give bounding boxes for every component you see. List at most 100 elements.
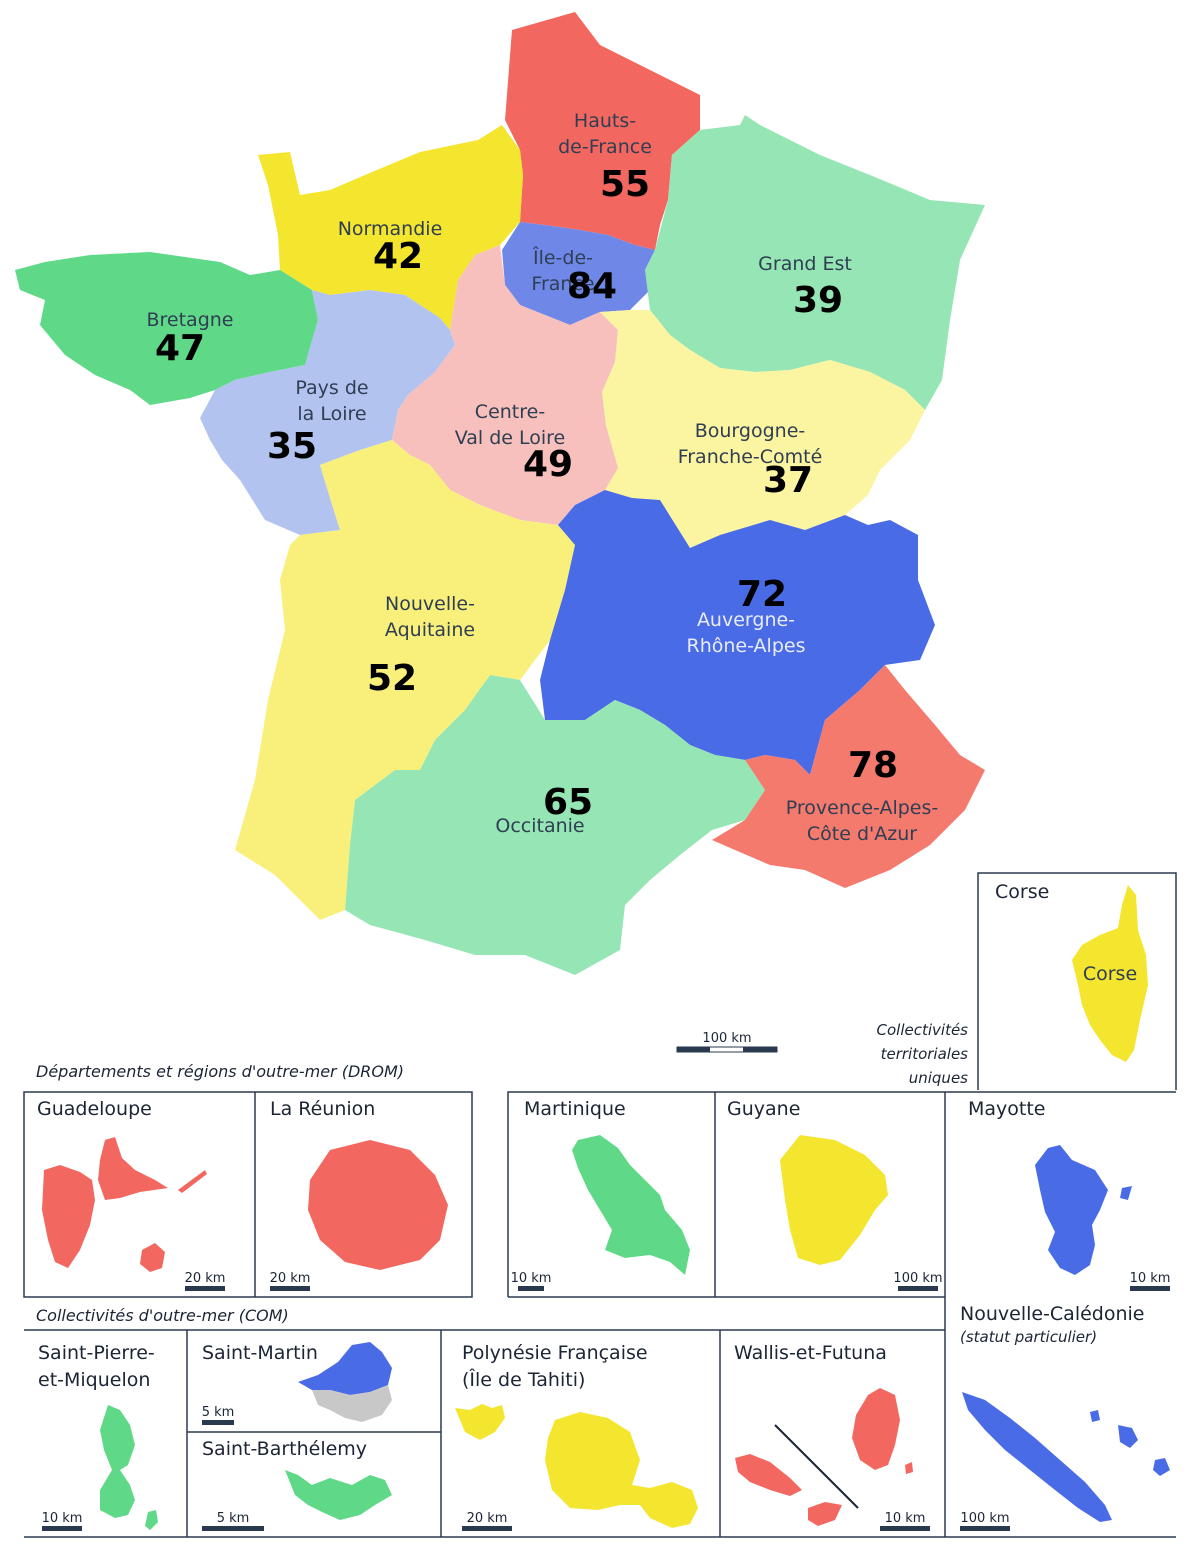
corse-island[interactable] xyxy=(1072,885,1148,1062)
region-pays-de-la-loire[interactable] xyxy=(200,290,455,535)
com-section-title: Collectivités d'outre-mer (COM) xyxy=(36,1306,289,1325)
saint-martin-french-part[interactable] xyxy=(298,1342,392,1395)
region-value-auvergne-rhone-alpes: 72 xyxy=(737,574,787,615)
corse-panel-title: Corse xyxy=(995,881,1049,903)
region-occitanie[interactable] xyxy=(345,675,765,975)
spm-scale: 10 km xyxy=(42,1511,83,1526)
region-name-hauts-de-france-line-1: Hauts- xyxy=(574,110,636,132)
martinique-island[interactable] xyxy=(572,1135,690,1275)
nouvelle-caledonie-title: Nouvelle-Calédonie xyxy=(960,1303,1145,1325)
region-name-provence-alpes-cote-d-azur-line-2: Côte d'Azur xyxy=(807,823,917,845)
polynesie-island-moorea[interactable] xyxy=(455,1404,505,1440)
nouvelle-caledonie-subtitle: (statut particulier) xyxy=(960,1328,1097,1346)
drom-section-title: Départements et régions d'outre-mer (DRO… xyxy=(36,1062,404,1081)
saint-barthelemy-panel: Saint-Barthélemy 5 km xyxy=(202,1438,392,1531)
wallis-title: Wallis-et-Futuna xyxy=(734,1342,887,1364)
saint-martin-dutch-part xyxy=(312,1385,392,1422)
saint-martin-title: Saint-Martin xyxy=(202,1342,318,1364)
region-name-occitanie: Occitanie xyxy=(495,815,584,837)
martinique-scale: 10 km xyxy=(511,1271,552,1286)
guyane-island[interactable] xyxy=(780,1135,888,1265)
nouvelle-caledonie-panel: Nouvelle-Calédonie (statut particulier) … xyxy=(960,1303,1170,1531)
polynesie-title-line-1: Polynésie Française xyxy=(462,1342,648,1364)
region-value-occitanie: 65 xyxy=(543,782,593,823)
la-reunion-panel: La Réunion 20 km xyxy=(270,1098,448,1291)
region-bourgogne-franche-comte[interactable] xyxy=(600,310,925,548)
region-ile-de-france[interactable] xyxy=(502,222,655,325)
saint-pierre-et-miquelon-island[interactable] xyxy=(100,1405,158,1530)
corse-panel: Corse Corse xyxy=(977,872,1177,1090)
polynesie-island-tahiti[interactable] xyxy=(545,1412,698,1528)
region-name-hauts-de-france-line-2: de-France xyxy=(558,136,652,158)
region-name-provence-alpes-cote-d-azur-line-1: Provence-Alpes- xyxy=(786,797,938,819)
mayotte-panel: Mayotte 10 km xyxy=(968,1098,1170,1291)
region-value-grand-est: 39 xyxy=(793,280,843,321)
guadeloupe-scale: 20 km xyxy=(185,1271,226,1286)
guadeloupe-panel: Guadeloupe 20 km xyxy=(37,1098,225,1291)
region-name-pays-de-la-loire-line-1: Pays de xyxy=(295,377,368,399)
region-value-hauts-de-france: 55 xyxy=(600,164,650,205)
saint-barthelemy-title: Saint-Barthélemy xyxy=(202,1438,367,1460)
region-auvergne-rhone-alpes[interactable] xyxy=(540,490,935,775)
la-reunion-scale: 20 km xyxy=(270,1271,311,1286)
la-reunion-title: La Réunion xyxy=(270,1098,375,1120)
region-name-auvergne-rhone-alpes-line-1: Auvergne- xyxy=(697,609,795,631)
saint-barthelemy-scale: 5 km xyxy=(217,1511,250,1526)
saint-pierre-et-miquelon-panel: Saint-Pierre- et-Miquelon 10 km xyxy=(38,1342,158,1531)
ctu-label-line-1: Collectivités xyxy=(877,1021,969,1039)
mayotte-island[interactable] xyxy=(1035,1145,1132,1275)
region-bretagne[interactable] xyxy=(15,252,318,405)
ctu-label-line-3: uniques xyxy=(909,1069,968,1087)
polynesie-scale: 20 km xyxy=(467,1511,508,1526)
la-reunion-island[interactable] xyxy=(308,1140,448,1270)
region-value-pays-de-la-loire: 35 xyxy=(267,426,317,467)
mayotte-scale: 10 km xyxy=(1130,1271,1171,1286)
saint-barthelemy-island[interactable] xyxy=(285,1470,392,1520)
guadeloupe-island[interactable] xyxy=(42,1137,207,1272)
martinique-title: Martinique xyxy=(524,1098,626,1120)
guadeloupe-title: Guadeloupe xyxy=(37,1098,152,1120)
saint-martin-scale: 5 km xyxy=(202,1405,235,1420)
wallis-et-futuna-panel: Wallis-et-Futuna 10 km xyxy=(734,1342,930,1531)
martinique-panel: Martinique 10 km xyxy=(511,1098,690,1291)
wallis-island[interactable] xyxy=(852,1388,913,1474)
region-value-bretagne: 47 xyxy=(155,328,205,369)
region-name-auvergne-rhone-alpes-line-2: Rhône-Alpes xyxy=(687,635,806,657)
nouvelle-caledonie-grande-terre[interactable] xyxy=(962,1392,1112,1522)
ctu-label: Collectivités territoriales uniques xyxy=(877,1021,969,1087)
guyane-panel: Guyane 100 km xyxy=(727,1098,943,1291)
nouvelle-caledonie-scale: 100 km xyxy=(960,1511,1009,1526)
nouvelle-caledonie-loyalty-islands[interactable] xyxy=(1090,1410,1170,1476)
main-scale-label: 100 km xyxy=(702,1031,751,1046)
region-name-centre-val-de-loire-line-1: Centre- xyxy=(475,401,545,423)
region-value-ile-de-france: 84 xyxy=(567,266,617,307)
drom-frame-left xyxy=(23,1091,473,1298)
region-grand-est[interactable] xyxy=(645,115,985,410)
ctu-label-line-2: territoriales xyxy=(881,1045,969,1063)
mainland-regions xyxy=(15,12,985,975)
region-name-normandie: Normandie xyxy=(338,218,443,240)
region-hauts-de-france[interactable] xyxy=(505,12,700,250)
com-frame xyxy=(24,1329,1176,1538)
region-name-ile-de-france-line-2: France xyxy=(531,273,594,295)
spm-title-line-1: Saint-Pierre- xyxy=(38,1342,155,1364)
region-name-nouvelle-aquitaine-line-1: Nouvelle- xyxy=(385,593,475,615)
region-provence-alpes-cote-d-azur[interactable] xyxy=(712,665,985,888)
region-nouvelle-aquitaine[interactable] xyxy=(235,440,575,920)
region-value-bourgogne-franche-comte: 37 xyxy=(763,460,813,501)
region-name-bretagne: Bretagne xyxy=(146,309,233,331)
drom-frame-right xyxy=(507,1091,1176,1330)
region-name-bourgogne-franche-comte-line-2: Franche-Comté xyxy=(678,446,823,468)
futuna-island[interactable] xyxy=(735,1454,842,1526)
saint-martin-panel: Saint-Martin 5 km xyxy=(202,1342,392,1425)
guyane-scale: 100 km xyxy=(893,1271,942,1286)
region-name-bourgogne-franche-comte-line-1: Bourgogne- xyxy=(695,420,806,442)
region-value-provence-alpes-cote-d-azur: 78 xyxy=(848,745,898,786)
mayotte-title: Mayotte xyxy=(968,1098,1046,1120)
polynesie-title-line-2: (Île de Tahiti) xyxy=(462,1368,585,1391)
region-normandie[interactable] xyxy=(258,125,523,330)
region-value-normandie: 42 xyxy=(373,236,423,277)
region-centre-val-de-loire[interactable] xyxy=(392,245,618,525)
guyane-title: Guyane xyxy=(727,1098,800,1120)
